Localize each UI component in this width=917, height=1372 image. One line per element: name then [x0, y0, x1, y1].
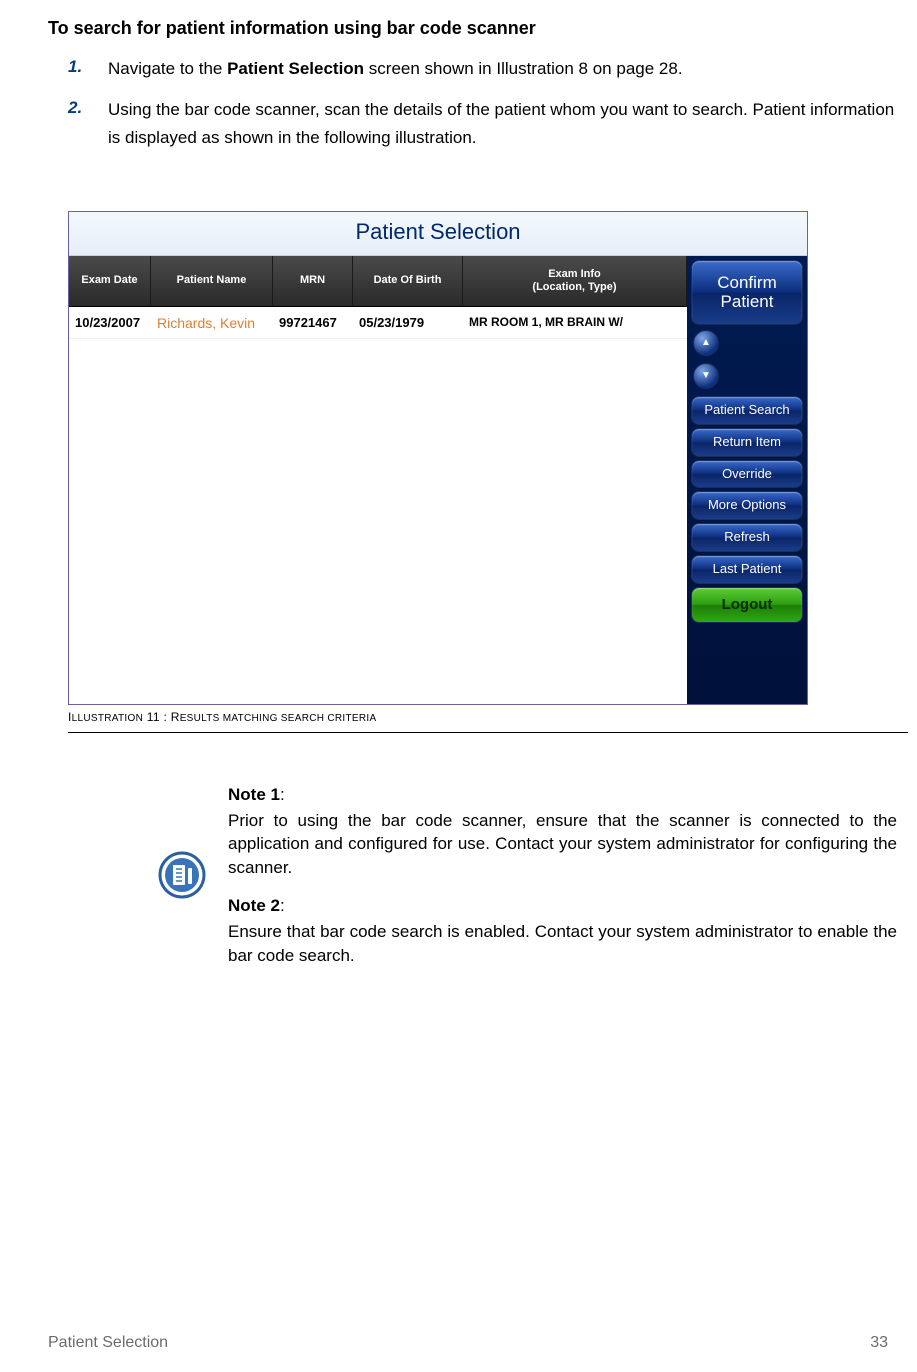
- caption-text: : RESULTS MATCHING SEARCH CRITERIA: [163, 710, 376, 724]
- note1-title: Note 1: [228, 785, 280, 804]
- screenshot-titlebar: Patient Selection: [69, 212, 807, 256]
- caption-number: 11: [147, 710, 160, 724]
- cell-dob: 05/23/1979: [353, 313, 463, 334]
- figure-caption: ILLUSTRATION 11 : RESULTS MATCHING SEARC…: [68, 705, 908, 733]
- chevron-up-icon: ▲: [701, 336, 711, 350]
- column-header-dob[interactable]: Date Of Birth: [353, 256, 463, 306]
- page-footer: Patient Selection 33: [48, 1332, 888, 1354]
- scroll-nav: ▼: [693, 361, 803, 393]
- screenshot-body: Exam Date Patient Name MRN Date Of Birth…: [69, 256, 807, 704]
- note-icon: [158, 851, 206, 899]
- note1-body: Prior to using the bar code scanner, ens…: [228, 809, 897, 880]
- step-item: 1. Navigate to the Patient Selection scr…: [68, 55, 897, 82]
- refresh-button[interactable]: Refresh: [691, 523, 803, 552]
- step-item: 2. Using the bar code scanner, scan the …: [68, 96, 897, 150]
- section-heading: To search for patient information using …: [48, 16, 897, 41]
- logout-button[interactable]: Logout: [691, 587, 803, 622]
- more-options-button[interactable]: More Options: [691, 491, 803, 520]
- button-label: Confirm Patient: [696, 273, 798, 312]
- step-text: Using the bar code scanner, scan the det…: [108, 96, 897, 150]
- note2-body: Ensure that bar code search is enabled. …: [228, 920, 897, 968]
- patient-search-button[interactable]: Patient Search: [691, 396, 803, 425]
- cell-patient-name: Richards, Kevin: [151, 313, 273, 334]
- step-list: 1. Navigate to the Patient Selection scr…: [48, 55, 897, 151]
- sidebar: Confirm Patient ▲ ▼ Patient Search Retur…: [687, 256, 807, 704]
- column-header-patient-name[interactable]: Patient Name: [151, 256, 273, 306]
- scroll-down-button[interactable]: ▼: [693, 363, 719, 389]
- step-number: 1.: [68, 55, 108, 82]
- caption-prefix: ILLUSTRATION: [68, 710, 143, 724]
- confirm-patient-button[interactable]: Confirm Patient: [691, 260, 803, 325]
- scroll-nav: ▲: [693, 328, 803, 360]
- cell-exam-date: 10/23/2007: [69, 313, 151, 334]
- table-header-row: Exam Date Patient Name MRN Date Of Birth…: [69, 256, 687, 307]
- column-header-mrn[interactable]: MRN: [273, 256, 353, 306]
- column-header-exam-date[interactable]: Exam Date: [69, 256, 151, 306]
- column-header-exam-info[interactable]: Exam Info (Location, Type): [463, 256, 687, 306]
- cell-mrn: 99721467: [273, 313, 353, 334]
- notes-text: Note 1: Prior to using the bar code scan…: [228, 783, 897, 968]
- figure: Patient Selection Exam Date Patient Name…: [68, 211, 897, 733]
- scroll-up-button[interactable]: ▲: [693, 330, 719, 356]
- chevron-down-icon: ▼: [701, 369, 711, 383]
- patient-selection-screenshot: Patient Selection Exam Date Patient Name…: [68, 211, 808, 705]
- note2-title: Note 2: [228, 896, 280, 915]
- footer-section: Patient Selection: [48, 1332, 168, 1354]
- results-table: Exam Date Patient Name MRN Date Of Birth…: [69, 256, 687, 704]
- table-empty-space: [69, 339, 687, 704]
- footer-page-number: 33: [870, 1332, 888, 1354]
- step-text-b: screen shown in Illustration 8 on page 2…: [364, 59, 682, 78]
- last-patient-button[interactable]: Last Patient: [691, 555, 803, 584]
- override-button[interactable]: Override: [691, 460, 803, 489]
- step-bold: Patient Selection: [227, 59, 364, 78]
- cell-exam-info: MR ROOM 1, MR BRAIN W/: [463, 313, 687, 334]
- return-item-button[interactable]: Return Item: [691, 428, 803, 457]
- step-text: Navigate to the Patient Selection screen…: [108, 55, 897, 82]
- table-row[interactable]: 10/23/2007 Richards, Kevin 99721467 05/2…: [69, 307, 687, 339]
- step-text-a: Navigate to the: [108, 59, 227, 78]
- step-number: 2.: [68, 96, 108, 150]
- notes-block: Note 1: Prior to using the bar code scan…: [158, 783, 897, 968]
